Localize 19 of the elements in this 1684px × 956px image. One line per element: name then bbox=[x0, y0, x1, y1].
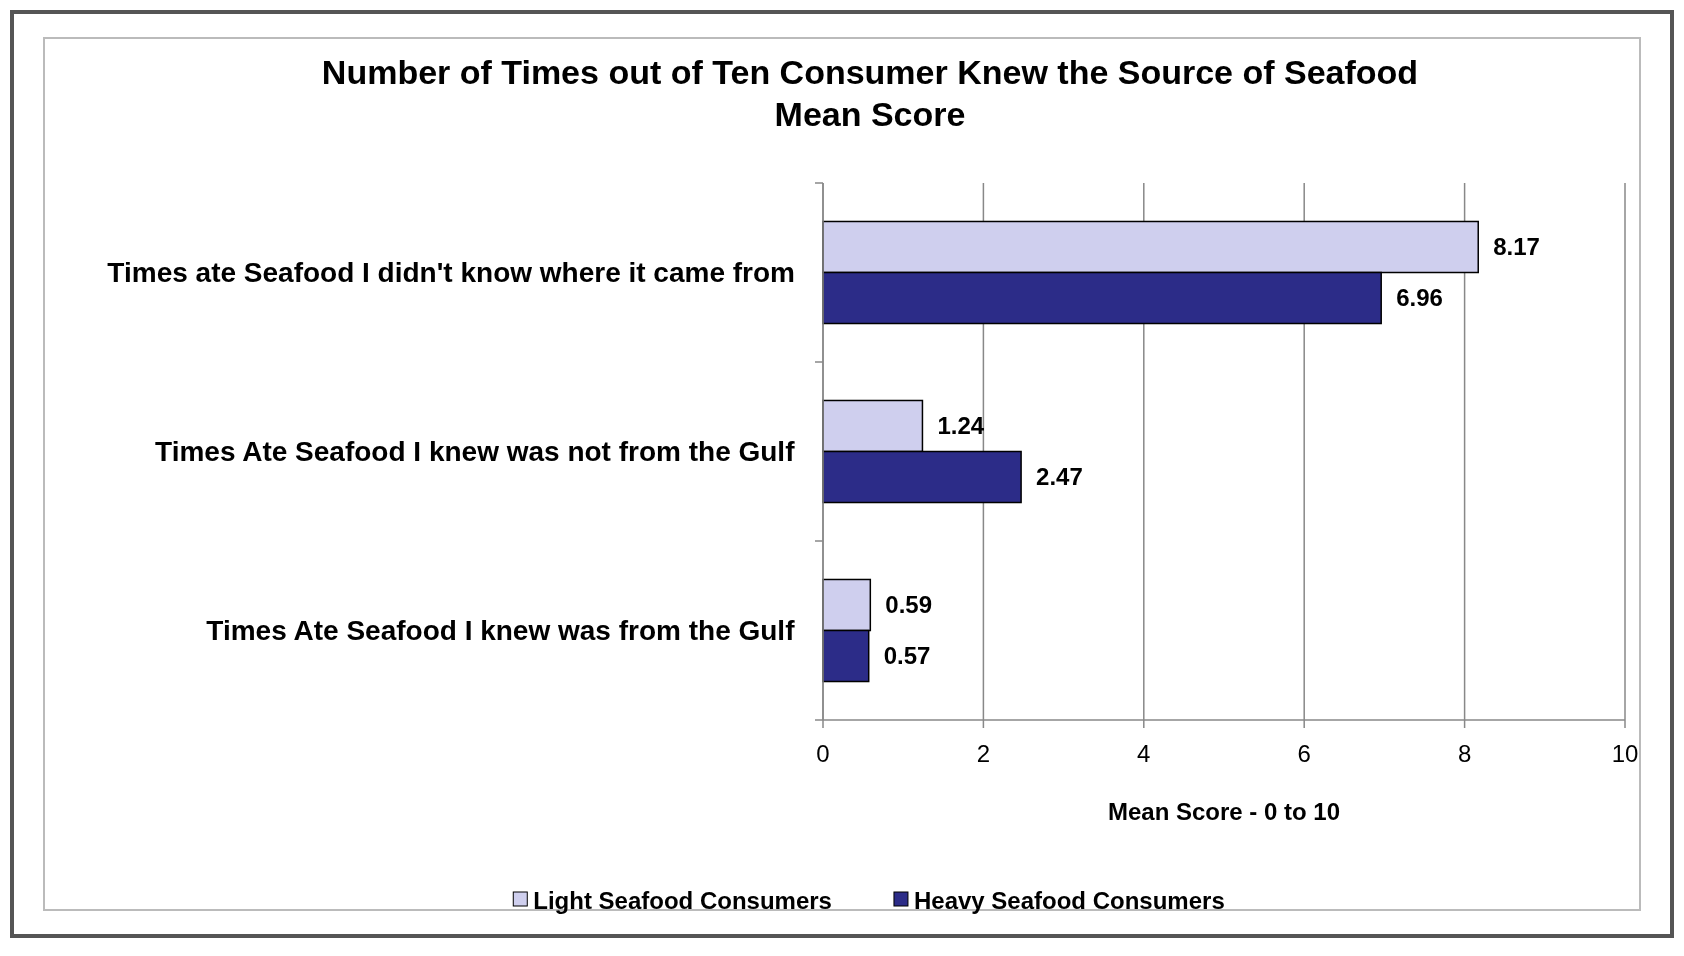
data-label: 8.17 bbox=[1493, 233, 1540, 261]
x-axis-title: Mean Score - 0 to 10 bbox=[1107, 798, 1341, 825]
data-label: 6.96 bbox=[1396, 284, 1443, 312]
y-tick-label: Times Ate Seafood I knew was from the Gulf bbox=[206, 615, 796, 647]
legend-label: Light Seafood Consumers bbox=[533, 887, 832, 915]
x-tick-label: 6 bbox=[1297, 740, 1311, 767]
data-label: 1.24 bbox=[937, 412, 985, 440]
y-tick-label: Times Ate Seafood I knew was not from the Gulf bbox=[155, 436, 796, 468]
data-label: 2.47 bbox=[1036, 463, 1083, 491]
x-tick-label: 10 bbox=[1611, 740, 1639, 767]
x-tick-label: 0 bbox=[816, 740, 830, 767]
x-tick-label: 4 bbox=[1137, 740, 1151, 767]
chart-title: Number of Times out of Ten Consumer Knew the Source of Seafood Mean Score bbox=[321, 53, 1419, 133]
x-tick-label: 2 bbox=[976, 740, 991, 767]
data-label: 0.59 bbox=[885, 591, 933, 619]
y-tick-label: Times ate Seafood I didn't know where it came from bbox=[107, 257, 796, 289]
data-label: 0.57 bbox=[883, 642, 931, 670]
x-tick-label: 8 bbox=[1457, 740, 1472, 767]
legend-label: Heavy Seafood Consumers bbox=[913, 887, 1225, 915]
